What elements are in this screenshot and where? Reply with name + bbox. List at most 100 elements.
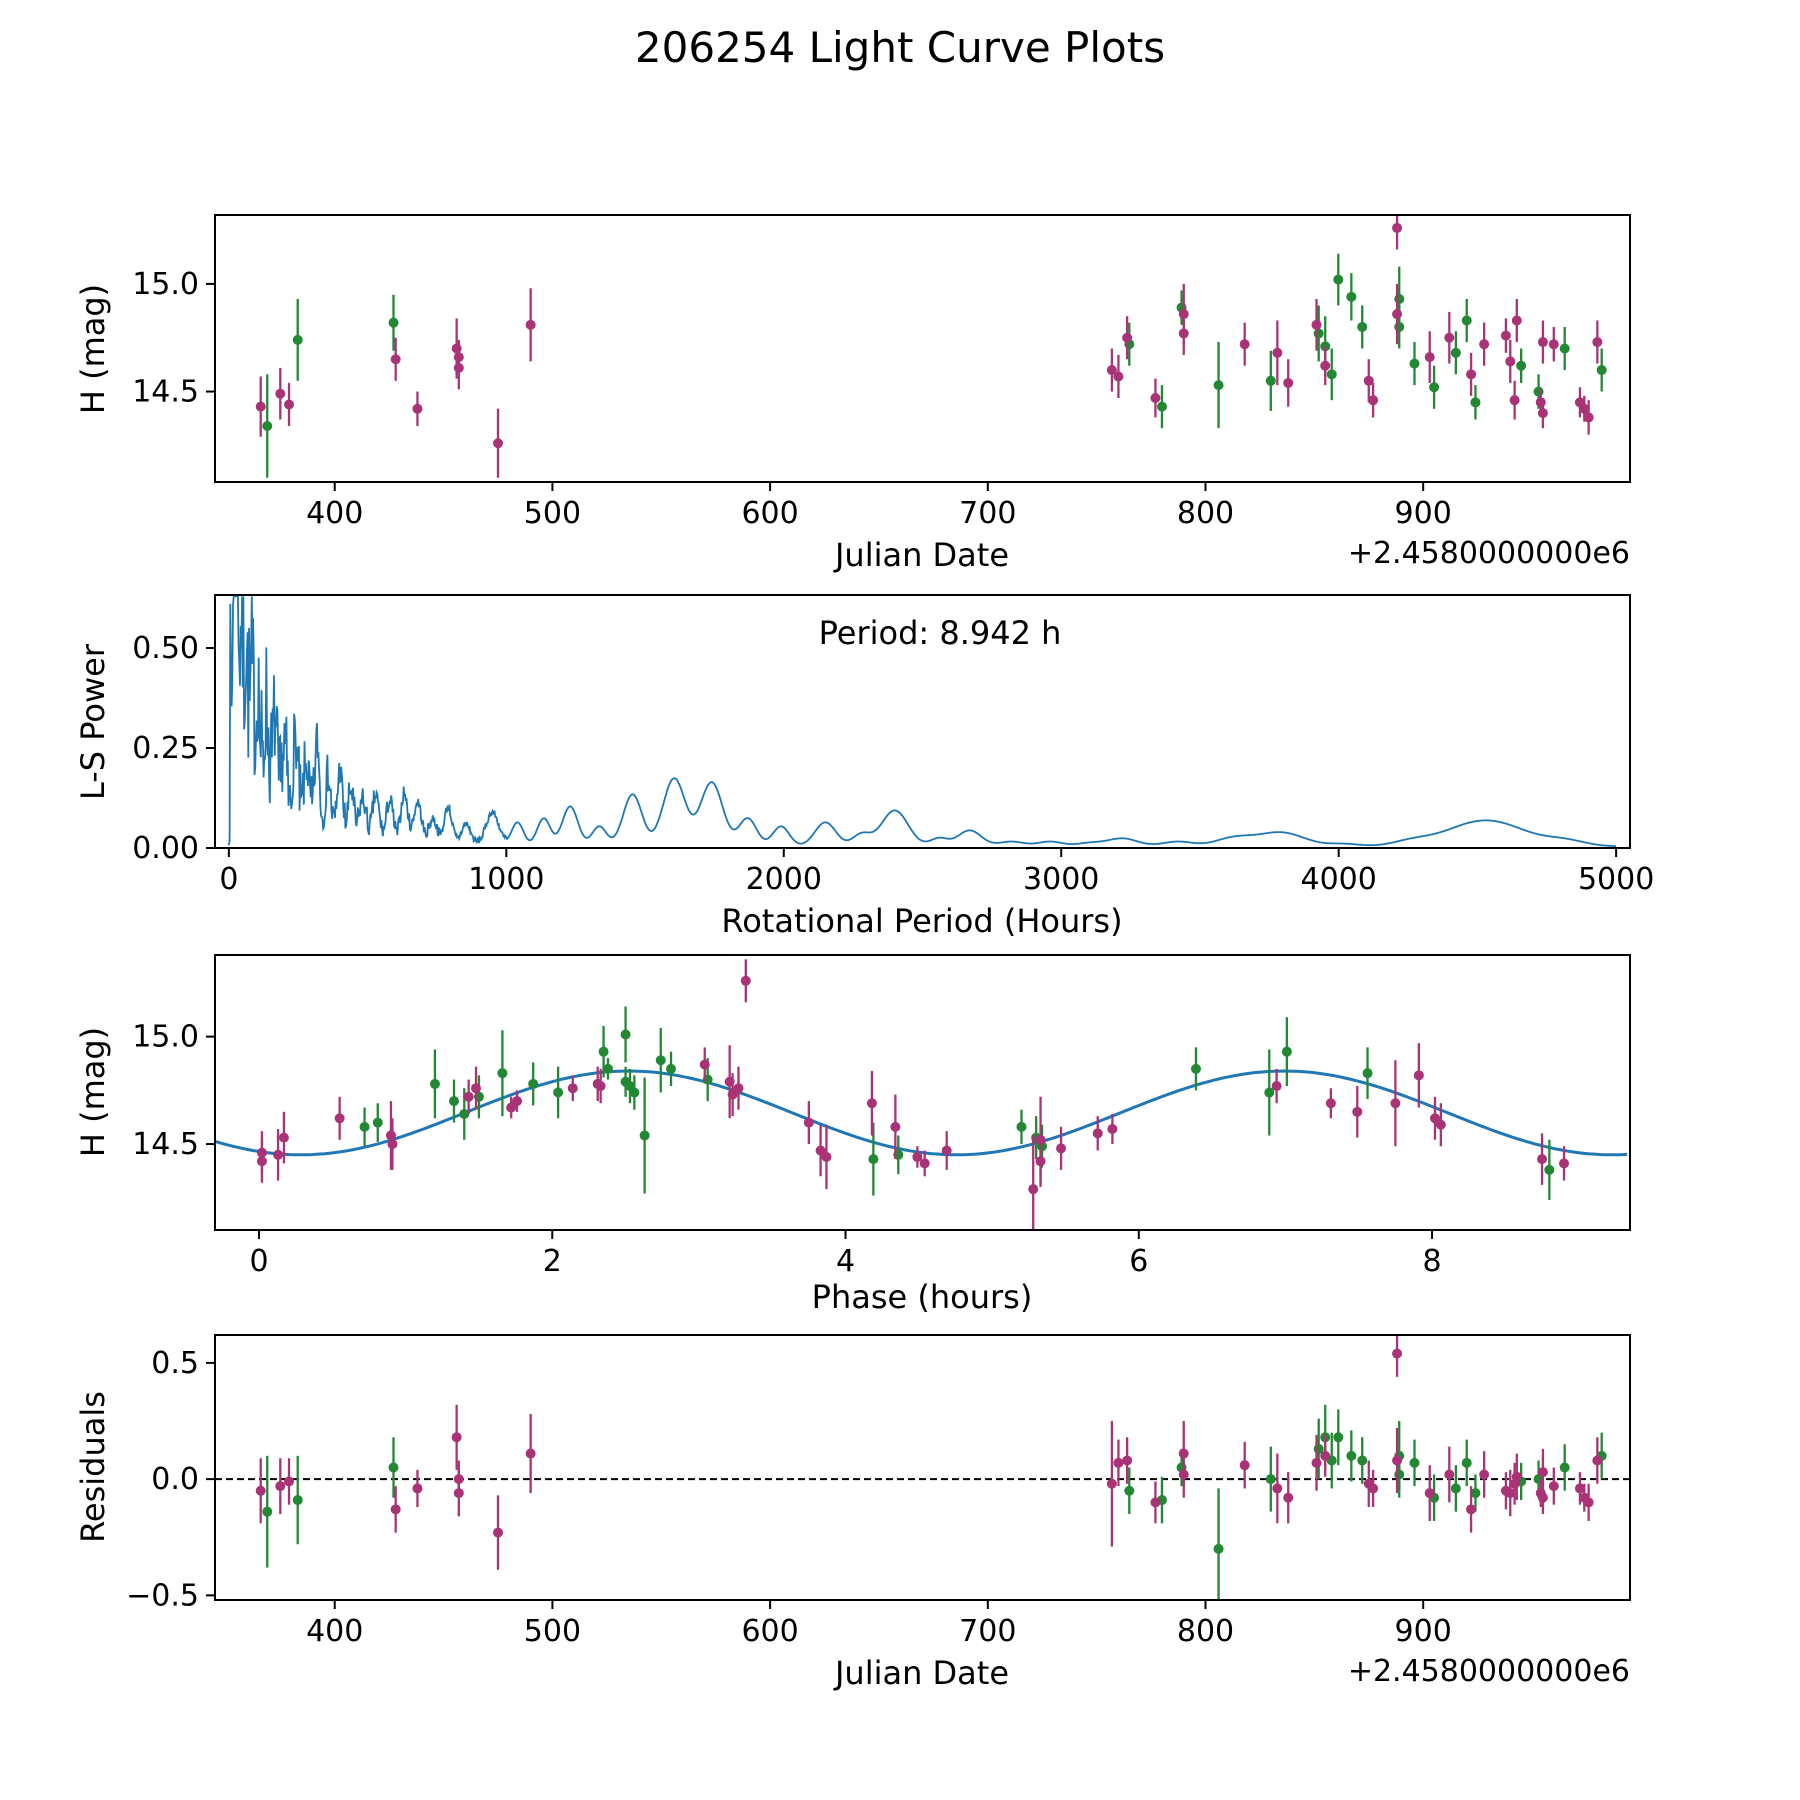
ax2-xtick-label: 5000 — [1578, 862, 1654, 897]
night-group-magenta-point — [334, 1113, 345, 1124]
night-group-green-point — [1450, 1483, 1461, 1494]
ax1-xtick-label: 700 — [959, 496, 1016, 531]
night-group-magenta-point — [1466, 1504, 1477, 1515]
ax1-xtick-label: 400 — [306, 496, 363, 531]
ax3-xtick-label: 2 — [543, 1244, 562, 1279]
night-group-magenta-point — [1392, 222, 1403, 233]
night-group-magenta-point — [1320, 1450, 1331, 1461]
ax1-xlabel: Julian Date — [833, 536, 1009, 574]
night-group-green-point — [1346, 1450, 1357, 1461]
ax3-spines — [214, 954, 1631, 1231]
ax4-xlabel: Julian Date — [833, 1654, 1009, 1692]
night-group-magenta-point — [1178, 1469, 1189, 1480]
ax3-xtick-label: 6 — [1129, 1244, 1148, 1279]
night-group-magenta-point — [275, 1481, 286, 1492]
figure-title: 206254 Light Curve Plots — [635, 23, 1165, 72]
night-group-magenta-point — [699, 1059, 710, 1070]
night-group-green-point — [388, 1462, 399, 1473]
ax1-data — [255, 215, 1607, 478]
night-group-magenta-point — [1178, 328, 1189, 339]
night-group-magenta-point — [451, 343, 462, 354]
night-group-magenta-point — [1592, 1455, 1603, 1466]
ax4-xtick-label: 700 — [959, 1614, 1016, 1649]
ax3-ylabel: H (mag) — [74, 1027, 112, 1157]
night-group-magenta-point — [1122, 332, 1133, 343]
night-group-magenta-point — [493, 438, 503, 449]
night-group-magenta-point — [1363, 375, 1374, 386]
night-group-magenta-point — [733, 1083, 744, 1094]
night-group-green-series — [359, 1006, 1555, 1200]
ax3-ytick-label: 14.5 — [132, 1127, 199, 1162]
night-group-green-point — [1333, 274, 1344, 285]
ax2-xtick-label: 1000 — [468, 862, 544, 897]
night-group-green-point — [655, 1055, 666, 1066]
night-group-magenta-point — [1505, 356, 1516, 367]
night-group-magenta-point — [278, 1132, 289, 1143]
night-group-magenta-point — [385, 1130, 396, 1141]
night-group-magenta-point — [1505, 1488, 1516, 1499]
night-group-green-point — [1156, 401, 1167, 412]
night-group-magenta-point — [1592, 337, 1603, 348]
night-group-green-point — [1429, 382, 1440, 393]
night-group-magenta-point — [284, 399, 295, 410]
night-group-green-point — [868, 1154, 879, 1165]
night-group-green-point — [1281, 1046, 1292, 1057]
night-group-magenta-point — [1272, 1483, 1283, 1494]
night-group-magenta-point — [1113, 1457, 1124, 1468]
night-group-magenta-point — [1239, 1460, 1250, 1471]
ax2-xtick-label: 4000 — [1300, 862, 1376, 897]
night-group-magenta-series — [255, 1335, 1603, 1570]
night-group-magenta-point — [1537, 337, 1548, 348]
night-group-magenta-point — [912, 1151, 923, 1162]
night-group-magenta-point — [1548, 1481, 1559, 1492]
night-group-magenta-point — [390, 354, 401, 365]
night-group-magenta-point — [1283, 1492, 1294, 1503]
night-group-magenta-point — [1150, 393, 1161, 404]
night-group-magenta-point — [1537, 1467, 1548, 1478]
night-group-magenta-point — [1500, 330, 1511, 341]
night-group-magenta-point — [1444, 1469, 1455, 1480]
night-group-green-point — [1346, 291, 1357, 302]
night-group-green-point — [1357, 321, 1368, 332]
ax4-ytick-label: −0.5 — [126, 1578, 199, 1613]
ax1-xtick-label: 500 — [524, 496, 581, 531]
ax1-xtick-label: 600 — [741, 496, 798, 531]
ax2-ytick-label: 0.25 — [132, 731, 199, 766]
night-group-green-point — [429, 1078, 440, 1089]
ax4-ytick-label: 0.5 — [151, 1346, 199, 1381]
night-group-magenta-point — [1368, 395, 1379, 406]
ax4-data — [215, 1335, 1630, 1600]
night-group-magenta-point — [453, 362, 464, 373]
night-group-green-point — [1213, 1543, 1224, 1554]
night-group-magenta-point — [727, 1089, 738, 1100]
night-group-green-point — [1362, 1068, 1373, 1079]
night-group-magenta-point — [1537, 1492, 1548, 1503]
periodogram-line — [228, 595, 1617, 847]
phase-fit-line — [215, 1069, 1628, 1157]
night-group-magenta-point — [1122, 1455, 1133, 1466]
night-group-magenta-point — [1352, 1106, 1363, 1117]
night-group-magenta-point — [1413, 1070, 1424, 1081]
night-group-magenta-point — [1239, 339, 1250, 350]
night-group-magenta-point — [512, 1096, 523, 1107]
ax1-ytick-label: 14.5 — [132, 375, 199, 410]
night-group-magenta-point — [493, 1527, 503, 1538]
night-group-magenta-point — [941, 1145, 952, 1156]
night-group-magenta-point — [1283, 377, 1294, 388]
night-group-magenta-point — [1509, 395, 1520, 406]
night-group-magenta-point — [1311, 1457, 1322, 1468]
ax4-xtick-label: 500 — [524, 1614, 581, 1649]
night-group-magenta-point — [1559, 1158, 1570, 1169]
ax4-xtick-label: 400 — [306, 1614, 363, 1649]
night-group-magenta-point — [1392, 1455, 1403, 1466]
ax3-xtick-label: 8 — [1422, 1244, 1441, 1279]
night-group-green-point — [602, 1063, 613, 1074]
ax1-xtick-label: 800 — [1177, 496, 1234, 531]
night-group-green-point — [629, 1087, 640, 1098]
ax3-xlabel: Phase (hours) — [812, 1278, 1033, 1316]
night-group-magenta-point — [1466, 369, 1477, 380]
night-group-green-point — [528, 1078, 539, 1089]
night-group-magenta-point — [815, 1145, 826, 1156]
night-group-green-point — [1596, 365, 1607, 376]
night-group-magenta-point — [275, 388, 286, 399]
